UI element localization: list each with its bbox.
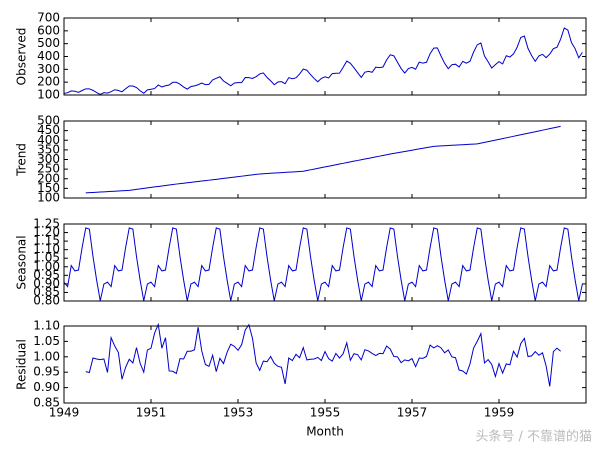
series-line xyxy=(63,27,583,96)
y-tick-label: 1.20 xyxy=(33,225,60,239)
y-tick-label: 0.90 xyxy=(33,380,60,394)
y-tick-label: 1.15 xyxy=(33,234,60,248)
y-tick-label: 1.25 xyxy=(33,217,60,231)
series-line xyxy=(85,125,561,194)
y-tick-label: 400 xyxy=(37,49,60,63)
y-tick-label: 200 xyxy=(37,171,60,185)
y-axis-label: Seasonal xyxy=(15,235,29,289)
y-tick-label: 0.95 xyxy=(33,365,60,379)
y-tick-label: 500 xyxy=(37,114,60,128)
y-tick-label: 300 xyxy=(37,152,60,166)
y-tick-label: 1.00 xyxy=(33,349,60,363)
y-tick-label: 0.95 xyxy=(33,268,60,282)
y-tick-label: 0.90 xyxy=(33,276,60,290)
y-tick-label: 350 xyxy=(37,142,60,156)
y-tick-label: 1.10 xyxy=(33,319,60,333)
x-tick-label: 1955 xyxy=(310,406,341,420)
y-tick-label: 1.05 xyxy=(33,251,60,265)
x-tick-label: 1959 xyxy=(484,406,515,420)
y-tick-label: 400 xyxy=(37,133,60,147)
y-tick-label: 500 xyxy=(37,36,60,50)
y-tick-label: 600 xyxy=(37,23,60,37)
x-axis-label: Month xyxy=(306,425,344,439)
series-line xyxy=(63,227,583,301)
y-tick-label: 1.10 xyxy=(33,242,60,256)
y-tick-label: 700 xyxy=(37,11,60,25)
x-tick-label: 1957 xyxy=(397,406,428,420)
y-axis-label: Residual xyxy=(15,339,29,390)
y-tick-label: 450 xyxy=(37,123,60,137)
y-tick-label: 100 xyxy=(37,88,60,102)
y-tick-label: 0.80 xyxy=(33,294,60,308)
y-axis-label: Trend xyxy=(15,143,29,177)
y-tick-label: 0.85 xyxy=(33,396,60,410)
y-tick-label: 0.85 xyxy=(33,285,60,299)
x-tick-label: 1953 xyxy=(223,406,254,420)
y-tick-label: 250 xyxy=(37,162,60,176)
y-tick-label: 200 xyxy=(37,75,60,89)
watermark: 头条号 / 不靠谱的猫 xyxy=(475,429,592,445)
y-tick-label: 1.05 xyxy=(33,334,60,348)
y-tick-label: 150 xyxy=(37,181,60,195)
y-tick-label: 1.00 xyxy=(33,259,60,273)
series-line xyxy=(85,322,561,387)
x-tick-label: 1949 xyxy=(49,406,80,420)
y-axis-label: Observed xyxy=(15,28,29,86)
y-tick-label: 300 xyxy=(37,62,60,76)
x-tick-label: 1951 xyxy=(136,406,167,420)
y-tick-label: 100 xyxy=(37,191,60,205)
